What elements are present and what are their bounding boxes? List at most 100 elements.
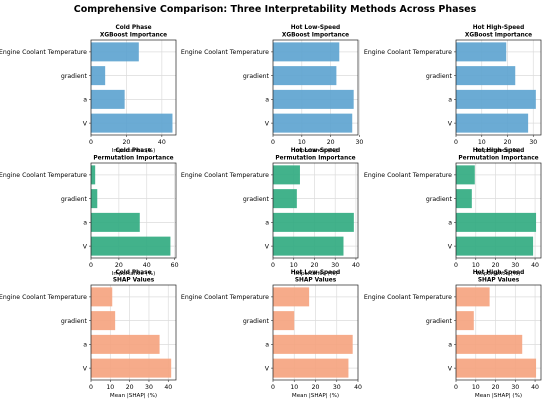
x-axis-label: Importance (%) bbox=[477, 148, 521, 154]
bar-gradient bbox=[91, 311, 116, 331]
plot-frame bbox=[455, 284, 542, 381]
x-tick-label: 0 bbox=[271, 384, 275, 391]
bar-engine-coolant-temperature bbox=[273, 42, 340, 62]
bar-gradient bbox=[91, 189, 98, 209]
x-tick-label: 40 bbox=[531, 262, 539, 269]
bar-gradient bbox=[273, 66, 337, 86]
y-tick-label: Engine Coolant Temperature bbox=[181, 172, 269, 179]
x-tick-label: 40 bbox=[354, 384, 362, 391]
x-tick-label: 60 bbox=[171, 262, 179, 269]
subplot-title: Hot High-Speed bbox=[473, 270, 524, 276]
x-tick-label: 30 bbox=[145, 384, 153, 391]
y-tick-label: gradient bbox=[426, 196, 453, 203]
subplot-title: Cold Phase bbox=[115, 148, 151, 154]
x-tick-label: 0 bbox=[271, 262, 275, 269]
plot-frame bbox=[455, 162, 542, 259]
y-tick-label: Engine Coolant Temperature bbox=[364, 294, 452, 301]
y-tick-label: V bbox=[83, 365, 88, 372]
y-tick-label: V bbox=[83, 243, 88, 250]
bar-v bbox=[456, 358, 537, 378]
panels: Engine Coolant Temperature gradient a V 0 20 4… bbox=[0, 25, 542, 399]
x-tick-label: 10 bbox=[472, 262, 480, 269]
x-tick-label: 20 bbox=[492, 384, 500, 391]
bar-a bbox=[273, 334, 353, 354]
bar-v bbox=[273, 358, 349, 378]
y-tick-label: gradient bbox=[426, 318, 453, 325]
bar-a bbox=[456, 89, 536, 109]
y-tick-label: gradient bbox=[243, 196, 270, 203]
y-tick-label: gradient bbox=[61, 318, 88, 325]
x-tick-label: 20 bbox=[126, 384, 134, 391]
y-tick-label: a bbox=[265, 220, 269, 227]
chart-panel-6: Engine Coolant Temperature gradient a V 0 10 2… bbox=[0, 270, 177, 399]
bar-gradient bbox=[273, 311, 295, 331]
subplot-title: Hot Low-Speed bbox=[291, 25, 340, 31]
y-tick-label: gradient bbox=[243, 73, 270, 80]
x-tick-label: 0 bbox=[89, 384, 93, 391]
bar-a bbox=[91, 212, 140, 232]
bar-v bbox=[456, 113, 529, 133]
y-tick-label: V bbox=[448, 365, 453, 372]
x-tick-label: 0 bbox=[89, 262, 93, 269]
plot-frame bbox=[90, 39, 177, 136]
x-tick-label: 30 bbox=[331, 262, 339, 269]
x-tick-label: 20 bbox=[504, 139, 512, 146]
y-tick-label: a bbox=[265, 342, 269, 349]
x-axis-label: Mean |SHAP| (%) bbox=[292, 393, 339, 399]
bar-v bbox=[91, 236, 171, 256]
x-tick-label: 10 bbox=[472, 384, 480, 391]
x-tick-label: 10 bbox=[290, 384, 298, 391]
y-tick-label: a bbox=[448, 220, 452, 227]
x-tick-label: 10 bbox=[106, 384, 114, 391]
x-tick-label: 30 bbox=[356, 139, 364, 146]
x-tick-label: 0 bbox=[454, 139, 458, 146]
bar-gradient bbox=[456, 311, 474, 331]
x-axis-label: Mean |SHAP| (%) bbox=[475, 393, 522, 399]
x-axis-label: Mean |SHAP| (%) bbox=[110, 393, 157, 399]
subplot-title: SHAP Values bbox=[113, 278, 155, 284]
subplot-title: Hot Low-Speed bbox=[291, 148, 340, 154]
bar-a bbox=[91, 89, 125, 109]
subplot-title: Permutation Importance bbox=[275, 156, 355, 162]
chart-panel-3: Engine Coolant Temperature gradient a V 0 20 4… bbox=[0, 148, 179, 277]
plot-frame bbox=[272, 39, 359, 136]
x-tick-label: 30 bbox=[511, 384, 519, 391]
y-tick-label: a bbox=[83, 97, 87, 104]
bar-v bbox=[91, 113, 173, 133]
subplot-title: XGBoost Importance bbox=[465, 33, 532, 39]
y-tick-label: gradient bbox=[61, 196, 88, 203]
bar-engine-coolant-temperature bbox=[456, 287, 490, 307]
x-tick-label: 0 bbox=[271, 139, 275, 146]
x-axis-label: Importance (%) bbox=[294, 271, 338, 277]
y-tick-label: Engine Coolant Temperature bbox=[364, 49, 452, 56]
subplot-title: Cold Phase bbox=[115, 25, 151, 31]
bar-v bbox=[91, 358, 172, 378]
chart-panel-7: Engine Coolant Temperature gradient a V 0 10 2… bbox=[181, 270, 362, 399]
x-tick-label: 10 bbox=[478, 139, 486, 146]
bar-engine-coolant-temperature bbox=[91, 165, 96, 185]
bar-v bbox=[456, 236, 534, 256]
x-tick-label: 0 bbox=[454, 262, 458, 269]
x-tick-label: 40 bbox=[531, 384, 539, 391]
x-tick-label: 10 bbox=[290, 262, 298, 269]
y-tick-label: V bbox=[83, 120, 88, 127]
subplot-title: Hot High-Speed bbox=[473, 25, 524, 31]
y-tick-label: gradient bbox=[243, 318, 270, 325]
bar-engine-coolant-temperature bbox=[456, 165, 475, 185]
subplot-title: XGBoost Importance bbox=[100, 33, 167, 39]
x-axis-label: Importance (%) bbox=[112, 148, 156, 154]
plot-frame bbox=[90, 284, 177, 381]
bar-engine-coolant-temperature bbox=[456, 42, 507, 62]
x-tick-label: 30 bbox=[511, 262, 519, 269]
subplot-title: SHAP Values bbox=[478, 278, 520, 284]
y-tick-label: Engine Coolant Temperature bbox=[0, 294, 87, 301]
subplot-title: XGBoost Importance bbox=[282, 33, 349, 39]
y-tick-label: gradient bbox=[61, 73, 88, 80]
x-tick-label: 20 bbox=[312, 384, 320, 391]
y-tick-label: V bbox=[265, 365, 270, 372]
bar-a bbox=[273, 212, 354, 232]
x-tick-label: 0 bbox=[89, 139, 93, 146]
x-axis-label: Importance (%) bbox=[112, 271, 156, 277]
bar-a bbox=[91, 334, 160, 354]
y-tick-label: gradient bbox=[426, 73, 453, 80]
